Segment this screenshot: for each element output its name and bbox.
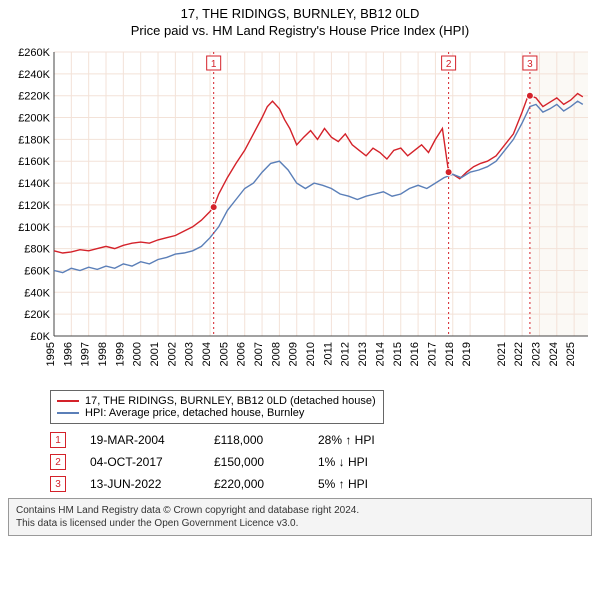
x-tick-label: 2014 <box>374 342 386 366</box>
sale-price: £150,000 <box>214 455 294 469</box>
x-tick-label: 2003 <box>184 342 196 366</box>
x-tick-label: 2006 <box>236 342 248 366</box>
y-tick-label: £0K <box>30 331 50 343</box>
chart-area: £0K £20K £40K £60K £80K £100K £120K £140K £160K £… <box>0 40 600 384</box>
x-tick-label: 2011 <box>322 342 334 366</box>
x-tick-label: 2009 <box>288 342 300 366</box>
sale-row-1: 1 19-MAR-2004 £118,000 28% ↑ HPI <box>50 432 592 448</box>
sale-date: 04-OCT-2017 <box>90 455 190 469</box>
sale-diff: 5% ↑ HPI <box>318 477 408 491</box>
x-tick-label: 2025 <box>565 342 577 366</box>
y-tick-label: £260K <box>18 47 50 59</box>
y-tick-label: £200K <box>18 113 50 125</box>
sale-row-2: 2 04-OCT-2017 £150,000 1% ↓ HPI <box>50 454 592 470</box>
y-tick-label: £160K <box>18 156 50 168</box>
x-tick-label: 1998 <box>97 342 109 366</box>
x-tick-label: 2013 <box>357 342 369 366</box>
x-tick-label: 2000 <box>132 342 144 366</box>
x-tick-label: 2008 <box>270 342 282 366</box>
y-tick-label: £40K <box>24 287 50 299</box>
x-tick-label: 1997 <box>80 342 92 366</box>
legend-box: 17, THE RIDINGS, BURNLEY, BB12 0LD (deta… <box>50 390 384 424</box>
marker-number-3: 3 <box>527 59 533 70</box>
sale-price: £220,000 <box>214 477 294 491</box>
sale-index-box: 3 <box>50 476 66 492</box>
x-tick-label: 2001 <box>149 342 161 366</box>
legend-swatch <box>57 412 79 414</box>
y-tick-label: £60K <box>24 265 50 277</box>
y-tick-label: £100K <box>18 222 50 234</box>
page-container: 17, THE RIDINGS, BURNLEY, BB12 0LD Price… <box>0 0 600 536</box>
sale-index-box: 1 <box>50 432 66 448</box>
title-block: 17, THE RIDINGS, BURNLEY, BB12 0LD Price… <box>0 0 600 40</box>
legend-label: HPI: Average price, detached house, Burn… <box>85 407 304 419</box>
x-tick-label: 2015 <box>392 342 404 366</box>
sale-diff: 1% ↓ HPI <box>318 455 408 469</box>
x-tick-label: 1999 <box>114 342 126 366</box>
title-address: 17, THE RIDINGS, BURNLEY, BB12 0LD <box>4 6 596 21</box>
y-tick-label: £20K <box>24 309 50 321</box>
footer-line-2: This data is licensed under the Open Gov… <box>16 517 584 530</box>
x-tick-label: 2002 <box>166 342 178 366</box>
y-tick-label: £220K <box>18 91 50 103</box>
x-tick-label: 2023 <box>530 342 542 366</box>
sale-diff: 28% ↑ HPI <box>318 433 408 447</box>
x-tick-label: 2010 <box>305 342 317 366</box>
x-tick-label: 2024 <box>548 342 560 366</box>
sale-index-box: 2 <box>50 454 66 470</box>
series-hpi <box>54 101 583 272</box>
x-tick-label: 2019 <box>461 342 473 366</box>
footer-licence: Contains HM Land Registry data © Crown c… <box>8 498 592 536</box>
x-tick-label: 2022 <box>513 342 525 366</box>
x-tick-label: 2021 <box>496 342 508 366</box>
footer-line-1: Contains HM Land Registry data © Crown c… <box>16 504 584 517</box>
x-tick-label: 2016 <box>409 342 421 366</box>
y-tick-label: £180K <box>18 134 50 146</box>
marker-number-1: 1 <box>211 59 217 70</box>
x-tick-label: 1995 <box>45 342 57 366</box>
x-tick-label: 2004 <box>201 342 213 366</box>
y-tick-label: £80K <box>24 244 50 256</box>
marker-dot-2 <box>445 169 452 176</box>
legend-row-price_paid: 17, THE RIDINGS, BURNLEY, BB12 0LD (deta… <box>57 395 377 407</box>
sale-price: £118,000 <box>214 433 294 447</box>
sale-date: 19-MAR-2004 <box>90 433 190 447</box>
sale-date: 13-JUN-2022 <box>90 477 190 491</box>
x-tick-label: 2012 <box>340 342 352 366</box>
line-chart: £0K £20K £40K £60K £80K £100K £120K £140K £160K £… <box>8 44 592 384</box>
legend-label: 17, THE RIDINGS, BURNLEY, BB12 0LD (deta… <box>85 395 376 407</box>
y-tick-label: £140K <box>18 178 50 190</box>
marker-number-2: 2 <box>446 59 452 70</box>
marker-dot-1 <box>210 204 217 211</box>
sales-table: 1 19-MAR-2004 £118,000 28% ↑ HPI 2 04-OCT-201… <box>50 432 592 492</box>
legend-swatch <box>57 400 79 402</box>
sale-row-3: 3 13-JUN-2022 £220,000 5% ↑ HPI <box>50 476 592 492</box>
x-tick-label: 1996 <box>62 342 74 366</box>
x-tick-label: 2007 <box>253 342 265 366</box>
x-tick-label: 2017 <box>426 342 438 366</box>
y-tick-label: £240K <box>18 69 50 81</box>
marker-dot-3 <box>526 92 533 99</box>
y-tick-label: £120K <box>18 200 50 212</box>
x-tick-label: 2018 <box>444 342 456 366</box>
x-tick-label: 2005 <box>218 342 230 366</box>
legend-row-hpi: HPI: Average price, detached house, Burn… <box>57 407 377 419</box>
title-subtitle: Price paid vs. HM Land Registry's House … <box>4 23 596 38</box>
